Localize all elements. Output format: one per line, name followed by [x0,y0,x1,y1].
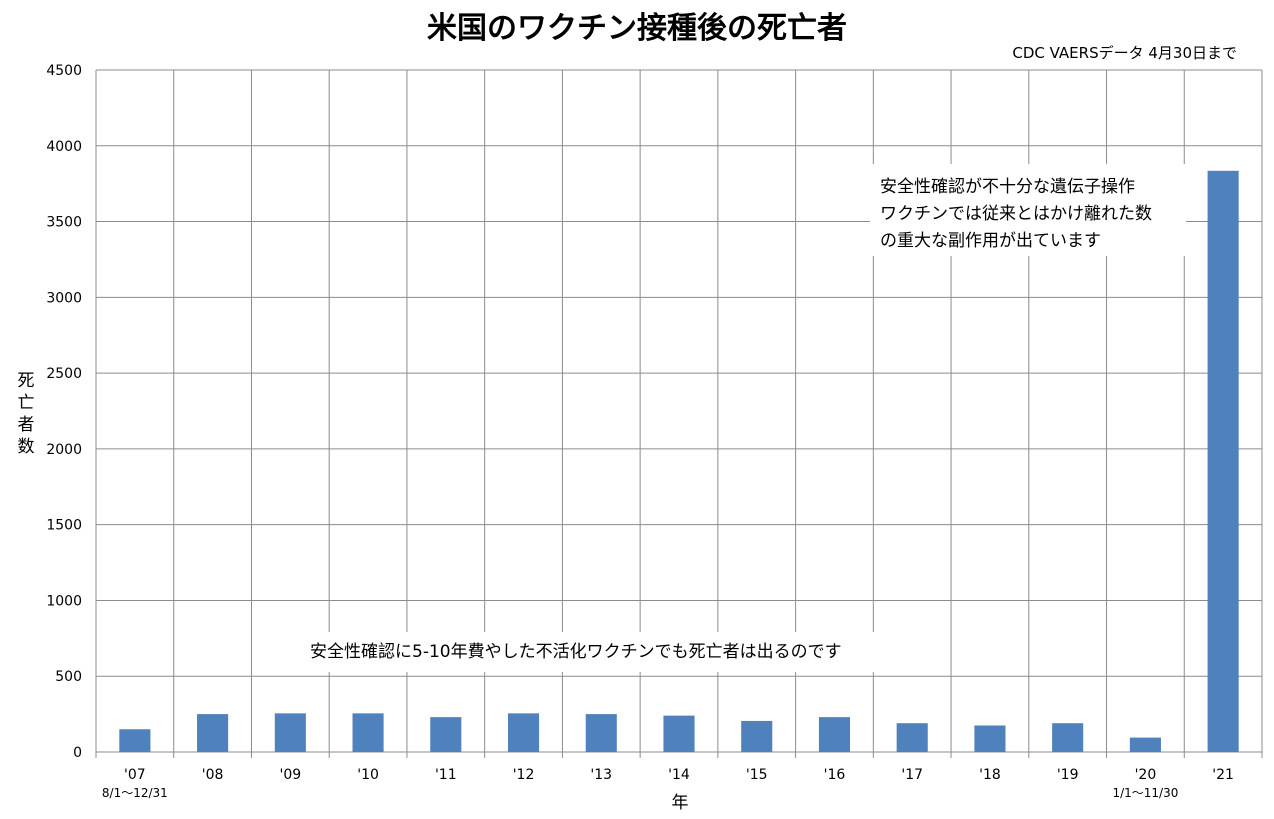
bar [1052,723,1084,752]
bar [507,713,540,752]
y-tick-label: 2500 [46,366,82,382]
x-axis-ticks: '07 8/1～12/31 '08 '09 '10 '11 '12 '13 '14 '15 '16 '… [102,767,1234,800]
annotations: 安全性確認が不十分な遺伝子操作ワクチンでは従来とはかけ離れた数の重大な副作用が出… [300,164,1186,672]
y-axis-label-text: 死亡者数 [18,371,35,457]
x-tick-label: '07 [124,767,146,783]
bar [974,725,1006,752]
y-tick-label: 1500 [46,518,82,534]
x-tick-label: '12 [513,767,535,783]
x-tick-note: 8/1～12/31 [102,786,168,800]
y-tick-label: 4000 [46,139,82,155]
bar [741,720,773,752]
bar [663,715,695,752]
y-axis-ticks: 0 500 1000 1500 2000 2500 3000 3500 4000 4500 [46,63,82,761]
x-tick-label: '18 [979,767,1001,783]
x-tick-label: '15 [746,767,768,783]
x-tick-label: '14 [668,767,690,783]
x-tick-label: '13 [590,767,612,783]
y-tick-label: 1000 [46,593,82,609]
x-tick-label: '11 [435,767,457,783]
x-tick-label: '19 [1057,767,1079,783]
annotation-text: の重大な副作用が出ています [880,231,1101,251]
y-tick-label: 3500 [46,215,82,231]
bar [119,729,151,752]
chart-title: 米国のワクチン接種後の死亡者 [427,11,847,46]
annotation-box [300,632,882,672]
x-tick-note: 1/1～11/30 [1112,786,1178,800]
x-tick-label: '10 [357,767,379,783]
y-axis-label: 死亡者数 [18,371,35,457]
bar [352,713,384,752]
bar [274,713,306,752]
annotation-box [870,164,1186,256]
x-tick-label: '09 [279,767,301,783]
bar [1207,170,1239,753]
bar [430,717,462,752]
y-tick-label: 3000 [46,290,82,306]
x-tick-label: '08 [202,767,224,783]
x-tick-label: '17 [901,767,923,783]
x-tick-label: '20 [1135,767,1157,783]
annotation-text: 安全性確認に5-10年費やした不活化ワクチンでも死亡者は出るのです [310,642,842,662]
x-tick-label: '21 [1212,767,1234,783]
bar [197,714,229,752]
y-tick-label: 2000 [46,442,82,458]
annotation-text: 安全性確認が不十分な遺伝子操作 [880,177,1135,197]
bar [585,714,617,752]
y-tick-label: 0 [73,745,82,761]
chart-subtitle: CDC VAERSデータ 4月30日まで [1012,44,1237,62]
bar [896,723,928,752]
bar [1129,737,1161,752]
bar [818,717,851,752]
x-axis-label: 年 [672,793,689,813]
y-tick-label: 500 [55,669,82,685]
annotation-text: ワクチンでは従来とはかけ離れた数 [880,204,1152,224]
y-tick-label: 4500 [46,63,82,79]
x-tick-label: '16 [824,767,846,783]
bars [119,170,1239,753]
